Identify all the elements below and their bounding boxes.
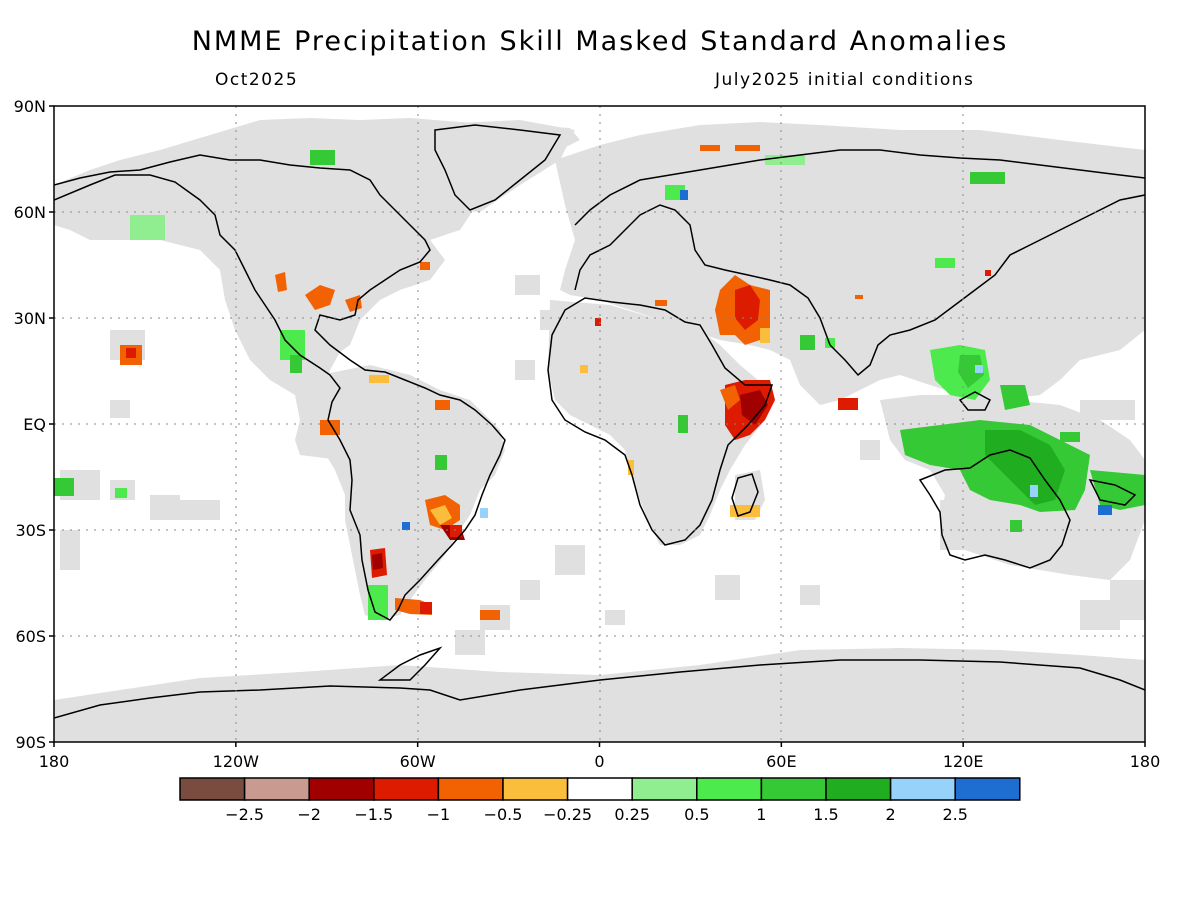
colorbar-label: −1 (427, 805, 451, 824)
colorbar-swatch (373, 777, 440, 801)
lat-label: EQ (23, 415, 46, 434)
colorbar-swatch (566, 777, 633, 801)
colorbar-label: 1 (756, 805, 766, 824)
lon-label: 60E (766, 752, 796, 771)
colorbar-swatch (243, 777, 310, 801)
colorbar-swatch (696, 777, 763, 801)
lat-label: 30S (15, 521, 46, 540)
dry-anomalies (120, 145, 991, 620)
lon-label: 60W (400, 752, 436, 771)
forecast-month: Oct2025 (215, 70, 299, 90)
colorbar-label: −2.5 (225, 805, 264, 824)
colorbar-swatch (308, 777, 375, 801)
colorbar-label: −1.5 (354, 805, 393, 824)
colorbar-label: 1.5 (813, 805, 838, 824)
map-title: NMME Precipitation Skill Masked Standard… (191, 26, 1009, 57)
lat-label: 90N (14, 97, 46, 116)
colorbar-swatch (502, 777, 569, 801)
colorbar-swatch (631, 777, 698, 801)
colorbar-label: 0.25 (614, 805, 650, 824)
coastlines (54, 124, 1145, 719)
initial-conditions: July2025 initial conditions (715, 70, 975, 90)
colorbar-label: 2 (886, 805, 896, 824)
colorbar-swatch (437, 777, 504, 801)
wet-anomalies (54, 150, 1145, 620)
colorbar-swatch (825, 777, 892, 801)
lon-label: 120W (213, 752, 260, 771)
lon-label: 180 (39, 752, 70, 771)
lon-label: 0 (594, 752, 604, 771)
lat-label: 30N (14, 309, 46, 328)
lat-label: 90S (15, 733, 46, 752)
map-plot-area (54, 106, 1145, 742)
colorbar-swatch (760, 777, 827, 801)
colorbar-label: 2.5 (942, 805, 967, 824)
colorbar-swatch (179, 777, 246, 801)
graticule (54, 106, 1145, 742)
lon-label: 180 (1130, 752, 1161, 771)
colorbar-swatch (954, 777, 1021, 801)
colorbar-label: −0.25 (543, 805, 592, 824)
colorbar-swatch (889, 777, 956, 801)
colorbar: −2.5 −2 −1.5 −1 −0.5 −0.25 0.25 0.5 1 1.5 2 2.5 (179, 777, 1021, 824)
colorbar-label: −0.5 (484, 805, 523, 824)
lon-label: 120E (943, 752, 984, 771)
lat-label: 60N (14, 203, 46, 222)
colorbar-label: 0.5 (684, 805, 709, 824)
colorbar-label: −2 (297, 805, 321, 824)
lat-label: 60S (15, 627, 46, 646)
